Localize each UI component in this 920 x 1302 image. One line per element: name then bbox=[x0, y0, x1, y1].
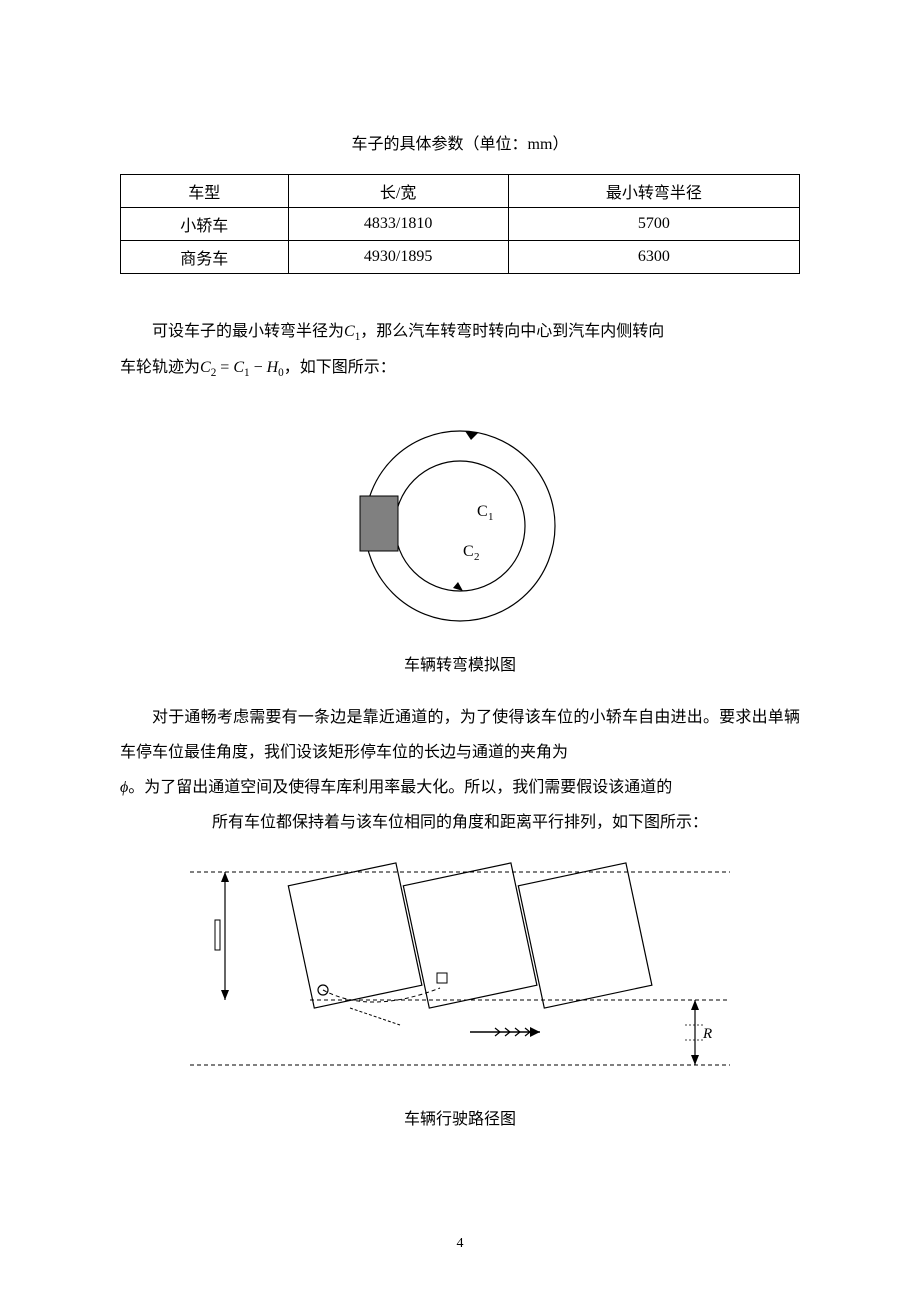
dim-arrow-down-icon bbox=[221, 990, 229, 1000]
table-cell: 小轿车 bbox=[121, 208, 289, 241]
driving-path-svg: R bbox=[190, 860, 730, 1080]
label-r: R bbox=[702, 1026, 712, 1042]
text-segment: 所有车位都保持着与该车位相同的角度和距离平行排列，如下图所示： bbox=[212, 814, 708, 831]
dim-arrow-up-icon bbox=[221, 872, 229, 882]
label-c2-sub: 2 bbox=[474, 551, 480, 563]
figure-1-container: C 1 C 2 bbox=[120, 416, 800, 631]
dim-r-arrow-down-icon bbox=[691, 1055, 699, 1065]
paragraph-1-line2: 车轮轨迹为C2 = C1 − H0，如下图所示： bbox=[120, 350, 800, 386]
text-segment: 车轮轨迹为 bbox=[120, 359, 200, 376]
table-cell: 4930/1895 bbox=[288, 241, 508, 274]
turning-diagram-svg: C 1 C 2 bbox=[345, 416, 575, 626]
car-rect bbox=[360, 496, 398, 551]
inner-arrow-icon bbox=[453, 582, 463, 591]
table-row: 商务车 4930/1895 6300 bbox=[121, 241, 800, 274]
table-header-cell: 最小转弯半径 bbox=[508, 175, 799, 208]
paragraph-2-line2: ϕ。为了留出通道空间及使得车库利用率最大化。所以，我们需要假设该通道的 bbox=[120, 770, 800, 805]
table-cell: 4833/1810 bbox=[288, 208, 508, 241]
minus-sign: − bbox=[250, 359, 267, 376]
paragraph-2-line1: 对于通畅考虑需要有一条边是靠近通道的，为了使得该车位的小轿车自由进出。要求出单辆… bbox=[120, 700, 800, 770]
inner-circle bbox=[395, 461, 525, 591]
table-header-cell: 长/宽 bbox=[288, 175, 508, 208]
parking-spot-1 bbox=[288, 863, 422, 1008]
table-header-row: 车型 长/宽 最小转弯半径 bbox=[121, 175, 800, 208]
table-row: 小轿车 4833/1810 5700 bbox=[121, 208, 800, 241]
math-variable-h0: H0 bbox=[267, 359, 284, 376]
paragraph-2-line3: 所有车位都保持着与该车位相同的角度和距离平行排列，如下图所示： bbox=[120, 805, 800, 840]
direction-arrow bbox=[470, 1027, 540, 1037]
table-header-cell: 车型 bbox=[121, 175, 289, 208]
square-marker bbox=[437, 973, 447, 983]
table-cell: 商务车 bbox=[121, 241, 289, 274]
text-segment: 。为了留出通道空间及使得车库利用率最大化。所以，我们需要假设该通道的 bbox=[128, 779, 672, 796]
label-c1-sub: 1 bbox=[488, 511, 494, 523]
figure-1-caption: 车辆转弯模拟图 bbox=[120, 651, 800, 675]
dim-r-arrow-up-icon bbox=[691, 1000, 699, 1010]
label-c1: C bbox=[477, 503, 488, 520]
vehicle-parameters-table: 车型 长/宽 最小转弯半径 小轿车 4833/1810 5700 商务车 493… bbox=[120, 174, 800, 274]
angle-line bbox=[350, 1008, 400, 1025]
math-variable-c1b: C1 bbox=[233, 359, 249, 376]
label-c2: C bbox=[463, 543, 474, 560]
text-segment: ，那么汽车转弯时转向中心到汽车内侧转向 bbox=[360, 323, 664, 340]
paragraph-1-line1: 可设车子的最小转弯半径为C1，那么汽车转弯时转向中心到汽车内侧转向 bbox=[120, 314, 800, 350]
math-equation: C2 bbox=[200, 359, 216, 376]
page-number: 4 bbox=[457, 1236, 464, 1252]
parking-spot-3 bbox=[518, 863, 652, 1008]
table-title: 车子的具体参数（单位：mm） bbox=[120, 130, 800, 154]
bracket-marker bbox=[215, 920, 220, 950]
table-cell: 6300 bbox=[508, 241, 799, 274]
text-segment: 对于通畅考虑需要有一条边是靠近通道的，为了使得该车位的小轿车自由进出。要求出单辆… bbox=[120, 709, 800, 761]
text-segment: 可设车子的最小转弯半径为 bbox=[152, 323, 344, 340]
table-cell: 5700 bbox=[508, 208, 799, 241]
figure-2-caption: 车辆行驶路径图 bbox=[120, 1105, 800, 1129]
figure-2-container: R bbox=[120, 860, 800, 1085]
text-segment: ，如下图所示： bbox=[284, 359, 396, 376]
math-variable-c1: C1 bbox=[344, 323, 360, 340]
equals-sign: = bbox=[216, 359, 233, 376]
parking-spot-2 bbox=[403, 863, 537, 1008]
